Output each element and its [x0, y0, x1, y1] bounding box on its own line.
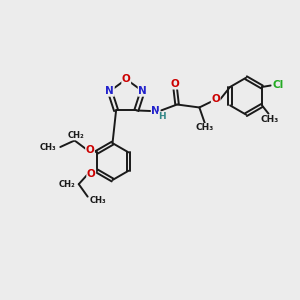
Text: O: O [85, 145, 94, 155]
Text: N: N [138, 86, 147, 96]
Text: N: N [106, 86, 114, 96]
Text: O: O [211, 94, 220, 104]
Text: H: H [158, 112, 166, 121]
Text: N: N [151, 106, 160, 116]
Text: O: O [171, 79, 180, 89]
Text: CH₂: CH₂ [68, 131, 84, 140]
Text: O: O [87, 169, 96, 179]
Text: CH₃: CH₃ [196, 124, 214, 133]
Text: CH₂: CH₂ [58, 180, 75, 189]
Text: CH₃: CH₃ [89, 196, 106, 205]
Text: CH₃: CH₃ [261, 115, 279, 124]
Text: CH₃: CH₃ [40, 142, 57, 152]
Text: Cl: Cl [272, 80, 284, 91]
Text: O: O [122, 74, 130, 84]
